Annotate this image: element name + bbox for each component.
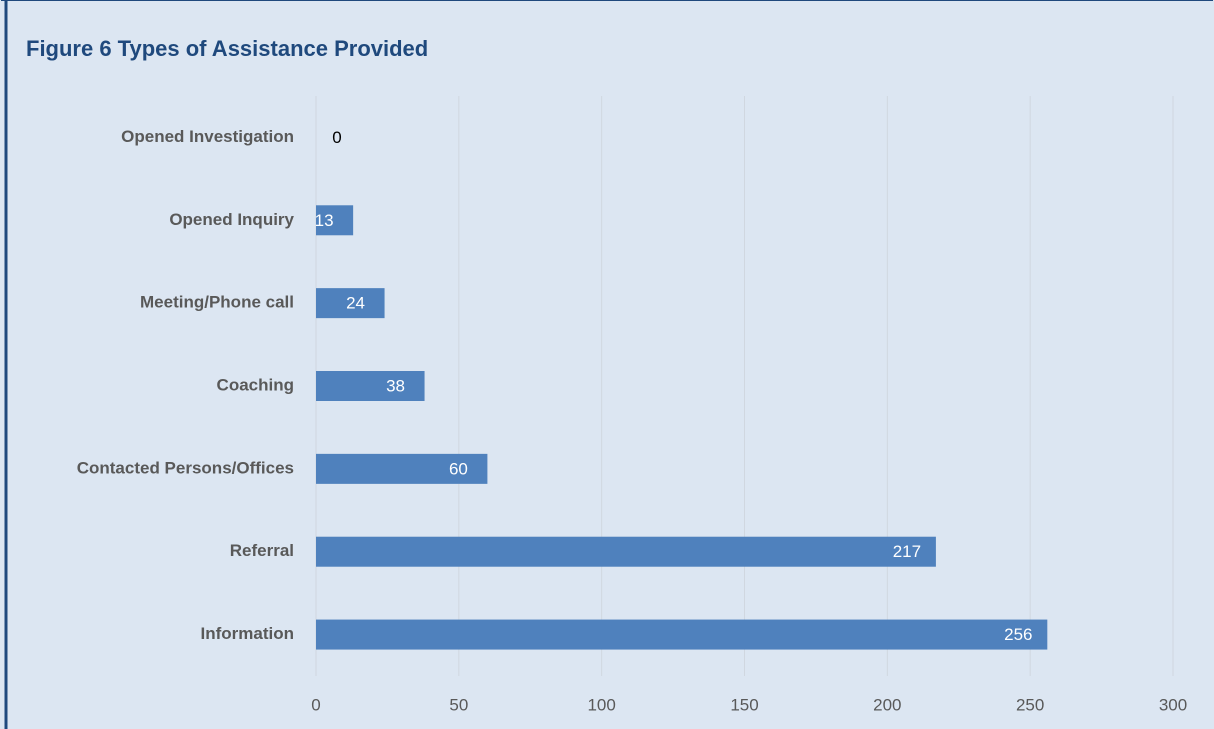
data-label: 217 bbox=[893, 542, 921, 561]
bar bbox=[316, 453, 488, 484]
bar bbox=[316, 371, 425, 401]
y-tick-label: Referral bbox=[230, 541, 294, 560]
x-tick-label: 300 bbox=[1159, 695, 1187, 714]
bar bbox=[316, 536, 936, 567]
y-tick-label: Coaching bbox=[217, 375, 294, 394]
chart-title: Figure 6 Types of Assistance Provided bbox=[26, 36, 428, 61]
x-tick-label: 100 bbox=[587, 695, 615, 714]
x-tick-label: 50 bbox=[449, 695, 468, 714]
x-tick-label: 150 bbox=[730, 695, 758, 714]
x-tick-label: 250 bbox=[1016, 695, 1044, 714]
data-label: 0 bbox=[332, 128, 341, 147]
y-tick-label: Information bbox=[201, 624, 295, 643]
bar bbox=[316, 288, 385, 319]
data-label: 60 bbox=[449, 459, 468, 478]
y-tick-label: Contacted Persons/Offices bbox=[77, 458, 294, 477]
y-tick-label: Meeting/Phone call bbox=[140, 293, 294, 312]
x-tick-label: 200 bbox=[873, 695, 901, 714]
y-tick-label: Opened Investigation bbox=[121, 127, 294, 146]
bar bbox=[316, 205, 354, 236]
bar bbox=[316, 619, 1048, 650]
y-tick-label: Opened Inquiry bbox=[169, 210, 294, 229]
data-label: 38 bbox=[386, 376, 405, 395]
data-label: 24 bbox=[346, 294, 365, 313]
x-tick-label: 0 bbox=[311, 695, 320, 714]
data-label: 13 bbox=[315, 211, 334, 230]
data-label: 256 bbox=[1004, 625, 1032, 644]
